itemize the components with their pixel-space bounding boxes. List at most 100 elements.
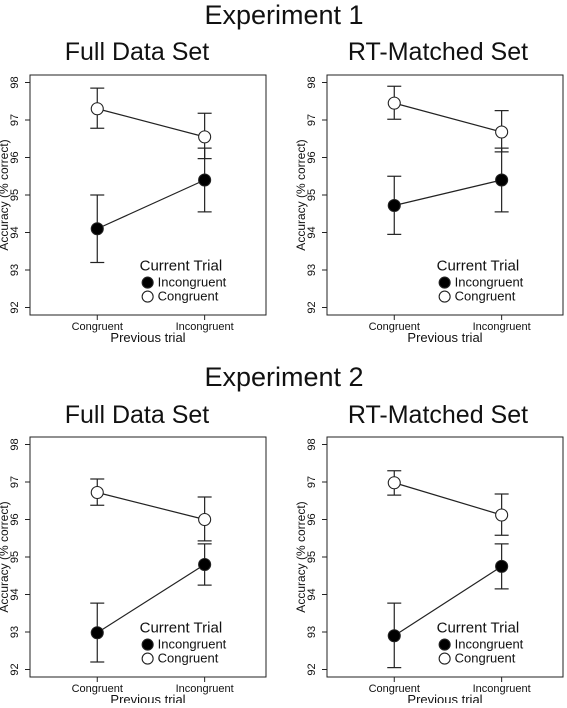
data-point-incongruent (387, 198, 401, 213)
x-tick-label: Congruent (369, 321, 420, 333)
data-point-incongruent (198, 557, 212, 572)
legend-label-congruent: Congruent (158, 289, 219, 304)
y-tick-label: 92 (306, 301, 318, 313)
y-tick-label: 97 (306, 114, 318, 126)
panel-title-exp2-rt: RT-Matched Set (348, 401, 528, 429)
series-line-incongruent (393, 565, 502, 637)
data-point-incongruent (387, 629, 401, 643)
y-tick-label: 96 (9, 151, 21, 163)
data-point-incongruent (495, 559, 509, 573)
legend-marker-incongruent (141, 638, 154, 651)
legend-title: Current Trial (140, 258, 223, 275)
y-axis-label: Accuracy (% correct) (0, 501, 11, 612)
legend-marker-incongruent (141, 276, 154, 289)
legend-marker-congruent (141, 652, 154, 665)
y-tick-label: 95 (306, 189, 318, 201)
y-tick-label: 97 (9, 476, 21, 488)
x-axis-label: Previous trial (110, 330, 185, 345)
series-line-congruent (394, 482, 502, 516)
y-tick-label: 98 (306, 76, 318, 88)
legend-marker-congruent (438, 290, 451, 303)
data-point-congruent (387, 96, 401, 110)
y-axis-label: Accuracy (% correct) (0, 139, 11, 250)
y-tick-label: 94 (9, 226, 21, 238)
panel-title-exp1-full: Full Data Set (65, 38, 210, 66)
y-tick-label: 98 (306, 438, 318, 450)
legend-marker-incongruent (438, 276, 451, 289)
data-point-congruent (90, 485, 104, 500)
y-tick-label: 94 (306, 226, 318, 238)
series-line-incongruent (97, 179, 205, 230)
x-tick-label: Incongruent (473, 683, 531, 695)
y-tick-label: 92 (9, 301, 21, 313)
y-tick-label: 98 (9, 438, 21, 450)
y-tick-label: 95 (9, 551, 21, 563)
y-tick-label: 96 (306, 513, 318, 525)
legend-label-incongruent: Incongruent (158, 637, 227, 652)
panel-title-exp2-full: Full Data Set (65, 401, 210, 429)
legend-label-incongruent: Incongruent (158, 275, 227, 290)
y-tick-label: 93 (9, 626, 21, 638)
experiment-2-title: Experiment 2 (204, 362, 363, 392)
legend-title: Current Trial (437, 258, 520, 275)
y-axis-label: Accuracy (% correct) (294, 139, 308, 250)
series-line-incongruent (96, 563, 205, 634)
data-point-congruent (495, 508, 509, 522)
y-tick-label: 95 (9, 189, 21, 201)
y-tick-label: 92 (9, 663, 21, 675)
y-axis-label: Accuracy (% correct) (294, 501, 308, 612)
data-point-incongruent (198, 173, 212, 187)
x-axis-label: Previous trial (407, 692, 482, 703)
series-line-congruent (394, 102, 502, 133)
y-tick-label: 95 (306, 551, 318, 563)
x-tick-label: Congruent (72, 321, 123, 333)
y-tick-label: 97 (9, 114, 21, 126)
x-axis-label: Previous trial (110, 692, 185, 703)
x-tick-label: Incongruent (176, 321, 234, 333)
y-tick-label: 96 (306, 151, 318, 163)
legend-label-incongruent: Incongruent (455, 637, 524, 652)
panel-title-exp1-rt: RT-Matched Set (348, 38, 528, 66)
experiment-1-title: Experiment 1 (204, 0, 363, 30)
data-point-incongruent (90, 626, 104, 640)
legend-label-congruent: Congruent (455, 651, 516, 666)
series-line-congruent (97, 491, 205, 521)
legend-title: Current Trial (437, 620, 520, 637)
y-tick-label: 96 (9, 513, 21, 525)
data-point-congruent (198, 512, 212, 527)
x-axis-label: Previous trial (407, 330, 482, 345)
y-tick-label: 98 (9, 76, 21, 88)
data-point-congruent (198, 130, 212, 144)
y-tick-label: 92 (306, 663, 318, 675)
x-tick-label: Congruent (72, 683, 123, 695)
data-point-incongruent (495, 173, 509, 187)
legend-marker-congruent (438, 652, 451, 665)
y-tick-label: 94 (306, 588, 318, 600)
y-tick-label: 94 (9, 588, 21, 600)
legend-label-congruent: Congruent (455, 289, 516, 304)
data-point-incongruent (90, 222, 104, 236)
data-point-congruent (387, 476, 401, 490)
legend-marker-congruent (141, 290, 154, 303)
x-tick-label: Congruent (369, 683, 420, 695)
data-point-congruent (495, 125, 509, 139)
legend-label-congruent: Congruent (158, 651, 219, 666)
data-point-congruent (90, 102, 104, 116)
legend-label-incongruent: Incongruent (455, 275, 524, 290)
legend-marker-incongruent (438, 638, 451, 651)
y-tick-label: 93 (306, 264, 318, 276)
legend-title: Current Trial (140, 620, 223, 637)
series-line-congruent (97, 108, 205, 138)
y-tick-label: 93 (306, 626, 318, 638)
series-line-incongruent (394, 179, 502, 207)
x-tick-label: Incongruent (473, 321, 531, 333)
x-tick-label: Incongruent (176, 683, 234, 695)
y-tick-label: 93 (9, 264, 21, 276)
y-tick-label: 97 (306, 476, 318, 488)
